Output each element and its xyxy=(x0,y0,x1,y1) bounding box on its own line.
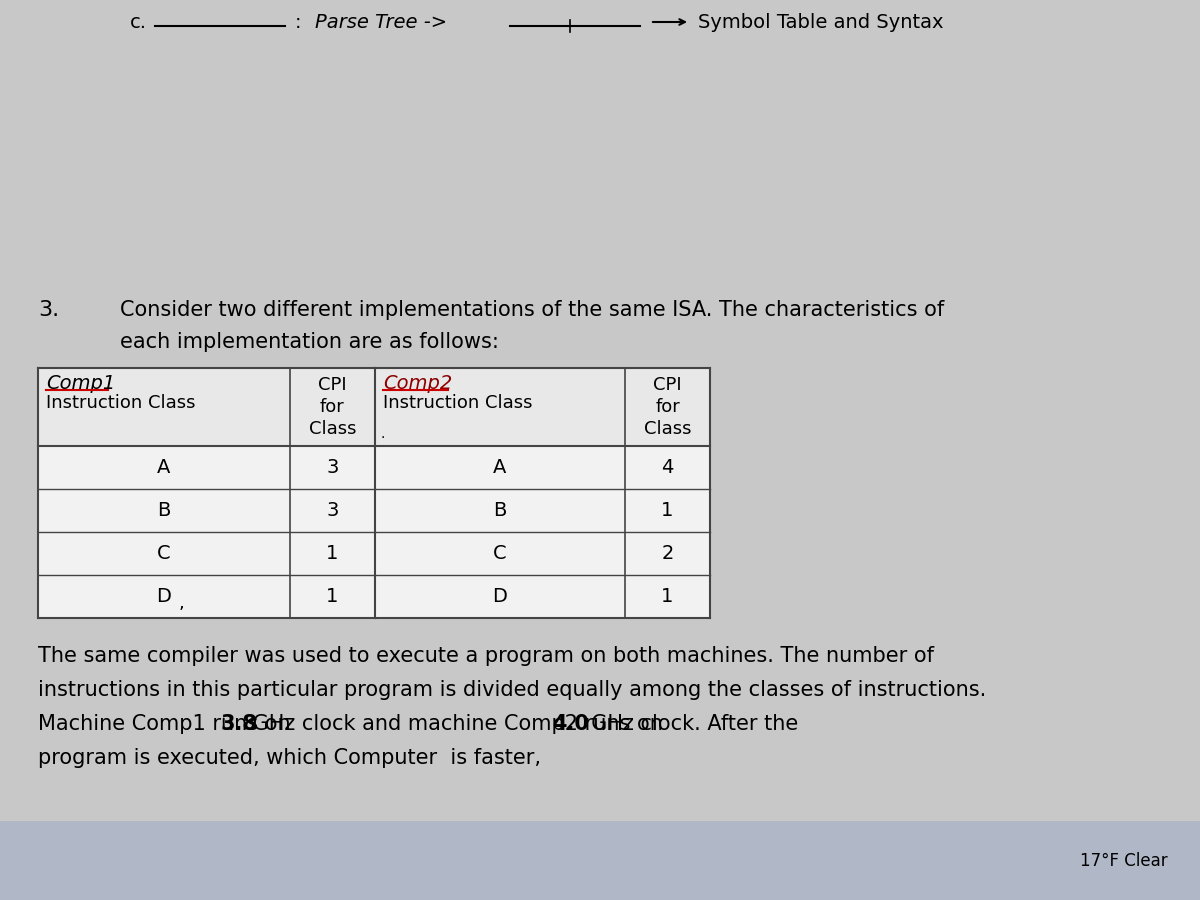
Text: each implementation are as follows:: each implementation are as follows: xyxy=(120,332,499,352)
Text: 1: 1 xyxy=(326,587,338,606)
Bar xyxy=(38,489,374,532)
Bar xyxy=(38,532,374,575)
Text: Instruction Class: Instruction Class xyxy=(383,394,533,412)
Text: for: for xyxy=(655,398,680,416)
Bar xyxy=(38,368,374,446)
Text: B: B xyxy=(493,501,506,520)
Text: program is executed, which Computer  is faster,: program is executed, which Computer is f… xyxy=(38,748,541,768)
Text: A: A xyxy=(493,458,506,477)
Text: Class: Class xyxy=(643,420,691,438)
Text: 1: 1 xyxy=(661,587,673,606)
Text: D: D xyxy=(156,587,172,606)
Bar xyxy=(374,489,710,532)
Text: 4: 4 xyxy=(661,458,673,477)
Text: 4.0: 4.0 xyxy=(553,714,589,734)
Text: CPI: CPI xyxy=(653,376,682,394)
Text: C: C xyxy=(493,544,506,563)
Text: c.: c. xyxy=(130,13,148,32)
Text: 1: 1 xyxy=(661,501,673,520)
Text: Comp2: Comp2 xyxy=(383,374,452,393)
Text: Parse Tree ->: Parse Tree -> xyxy=(314,13,448,32)
Text: instructions in this particular program is divided equally among the classes of : instructions in this particular program … xyxy=(38,680,986,700)
Text: B: B xyxy=(157,501,170,520)
Text: 3.8: 3.8 xyxy=(221,714,258,734)
Text: Machine Comp1 runs on: Machine Comp1 runs on xyxy=(38,714,298,734)
Text: C: C xyxy=(157,544,170,563)
Text: GHz clock and machine Comp2 runs on: GHz clock and machine Comp2 runs on xyxy=(246,714,670,734)
Bar xyxy=(374,532,710,575)
Text: 3.: 3. xyxy=(38,300,59,320)
Text: 2: 2 xyxy=(661,544,673,563)
Bar xyxy=(0,821,1200,900)
Text: GHz clock. After the: GHz clock. After the xyxy=(577,714,798,734)
Bar xyxy=(374,575,710,618)
Text: Comp1: Comp1 xyxy=(46,374,115,393)
Bar xyxy=(38,446,374,489)
Text: ,: , xyxy=(179,593,185,611)
Bar xyxy=(38,575,374,618)
Text: 17°F Clear: 17°F Clear xyxy=(1080,851,1168,869)
Bar xyxy=(374,446,710,489)
Text: 1: 1 xyxy=(326,544,338,563)
Text: .: . xyxy=(380,427,384,441)
Text: for: for xyxy=(320,398,344,416)
Text: 3: 3 xyxy=(326,501,338,520)
Text: Class: Class xyxy=(308,420,356,438)
Text: Instruction Class: Instruction Class xyxy=(46,394,196,412)
Text: Consider two different implementations of the same ISA. The characteristics of: Consider two different implementations o… xyxy=(120,300,944,320)
Text: 3: 3 xyxy=(326,458,338,477)
Text: D: D xyxy=(492,587,508,606)
Text: :: : xyxy=(295,13,301,32)
Text: CPI: CPI xyxy=(318,376,347,394)
Text: A: A xyxy=(157,458,170,477)
Text: The same compiler was used to execute a program on both machines. The number of: The same compiler was used to execute a … xyxy=(38,646,934,666)
Text: Symbol Table and Syntax: Symbol Table and Syntax xyxy=(698,13,943,32)
Bar xyxy=(374,368,710,446)
